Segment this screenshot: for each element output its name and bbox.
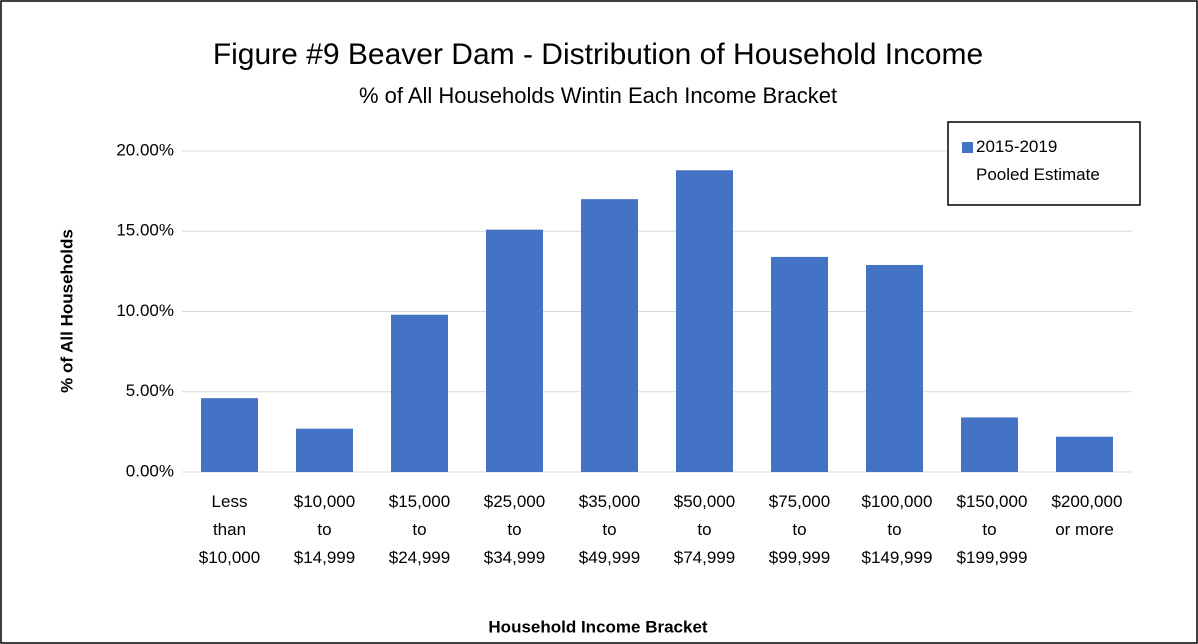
bar [296,428,353,472]
bar [771,256,828,472]
bar [961,417,1018,472]
legend-box [947,121,1141,206]
chart-subtitle: % of All Households Wintin Each Income B… [359,83,837,108]
x-tick-label: $100,000 to $149,999 [861,492,933,567]
y-tick-label: 0.00% [126,461,174,480]
bar [391,314,448,472]
x-tick-label: $200,000 or more [1051,492,1123,539]
y-tick-label: 15.00% [116,221,174,240]
x-tick-label: $35,000 to $49,999 [578,492,641,567]
chart-title: Figure #9 Beaver Dam - Distribution of H… [213,38,983,71]
x-tick-label: $25,000 to $34,999 [483,492,546,567]
bar [866,264,923,472]
x-tick-label: $75,000 to $99,999 [768,492,831,567]
y-axis-label: % of All Households [57,229,76,393]
x-axis-label: Household Income Bracket [488,617,708,636]
y-tick-label: 10.00% [116,301,174,320]
x-tick-label: $50,000 to $74,999 [673,492,736,567]
bar [1056,436,1113,472]
bar [486,229,543,472]
legend-label: 2015-2019 Pooled Estimate [976,137,1100,184]
bar [676,170,733,472]
x-tick-label: Less than $10,000 [198,492,261,567]
y-tick-label: 5.00% [126,381,174,400]
legend-swatch [962,142,973,153]
y-tick-label: 20.00% [116,140,174,159]
x-tick-label: $10,000 to $14,999 [293,492,356,567]
x-tick-label: $15,000 to $24,999 [388,492,451,567]
bar [201,398,258,472]
bar [581,199,638,472]
x-tick-label: $150,000 to $199,999 [956,492,1028,567]
